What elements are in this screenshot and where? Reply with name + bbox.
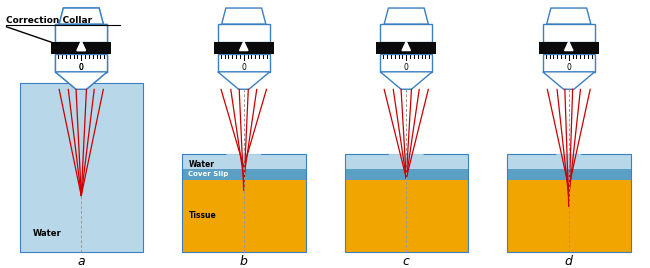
Text: 0: 0 — [566, 63, 571, 72]
Bar — [51, 42, 111, 54]
Bar — [507, 169, 630, 180]
Polygon shape — [565, 42, 573, 51]
Polygon shape — [55, 72, 107, 89]
Bar — [218, 54, 270, 72]
Text: Tissue: Tissue — [188, 211, 216, 220]
Bar — [539, 42, 599, 54]
Bar — [182, 154, 306, 169]
Text: 0: 0 — [404, 63, 409, 72]
Text: Water: Water — [32, 229, 61, 238]
Bar — [380, 24, 432, 42]
Bar — [543, 54, 595, 72]
Polygon shape — [402, 42, 410, 51]
Bar — [182, 180, 306, 252]
Bar — [182, 154, 306, 252]
Bar — [55, 24, 107, 42]
Text: c: c — [403, 255, 410, 268]
Bar — [344, 169, 468, 180]
Bar — [543, 24, 595, 42]
Text: Cover Slip: Cover Slip — [188, 171, 229, 177]
Polygon shape — [380, 72, 432, 89]
Text: 0: 0 — [79, 63, 84, 72]
Bar — [182, 169, 306, 180]
Text: 0: 0 — [241, 63, 246, 72]
Text: Correction Collar: Correction Collar — [6, 16, 92, 25]
Text: Water: Water — [188, 160, 215, 169]
Bar — [218, 24, 270, 42]
Polygon shape — [543, 72, 595, 89]
Polygon shape — [77, 42, 85, 51]
Polygon shape — [59, 8, 103, 24]
Text: b: b — [240, 255, 248, 268]
Bar — [507, 154, 630, 252]
Bar — [507, 180, 630, 252]
Bar — [344, 154, 468, 169]
Bar — [507, 154, 630, 169]
Polygon shape — [226, 154, 261, 162]
Text: 0: 0 — [79, 63, 84, 72]
Bar — [344, 154, 468, 252]
Text: a: a — [77, 255, 85, 268]
Bar — [55, 54, 107, 72]
Bar — [344, 180, 468, 252]
Polygon shape — [222, 8, 266, 24]
Bar — [376, 42, 436, 54]
Bar — [51, 42, 111, 54]
Polygon shape — [218, 72, 270, 89]
Polygon shape — [389, 154, 424, 162]
Bar — [214, 42, 274, 54]
Polygon shape — [384, 8, 428, 24]
Polygon shape — [547, 8, 591, 24]
Polygon shape — [55, 72, 107, 89]
Polygon shape — [59, 8, 103, 24]
Bar — [55, 24, 107, 42]
Polygon shape — [556, 154, 582, 159]
Text: d: d — [565, 255, 573, 268]
Bar — [55, 54, 107, 72]
Polygon shape — [240, 42, 248, 51]
Bar — [20, 83, 143, 252]
Bar — [380, 54, 432, 72]
Polygon shape — [77, 42, 85, 51]
